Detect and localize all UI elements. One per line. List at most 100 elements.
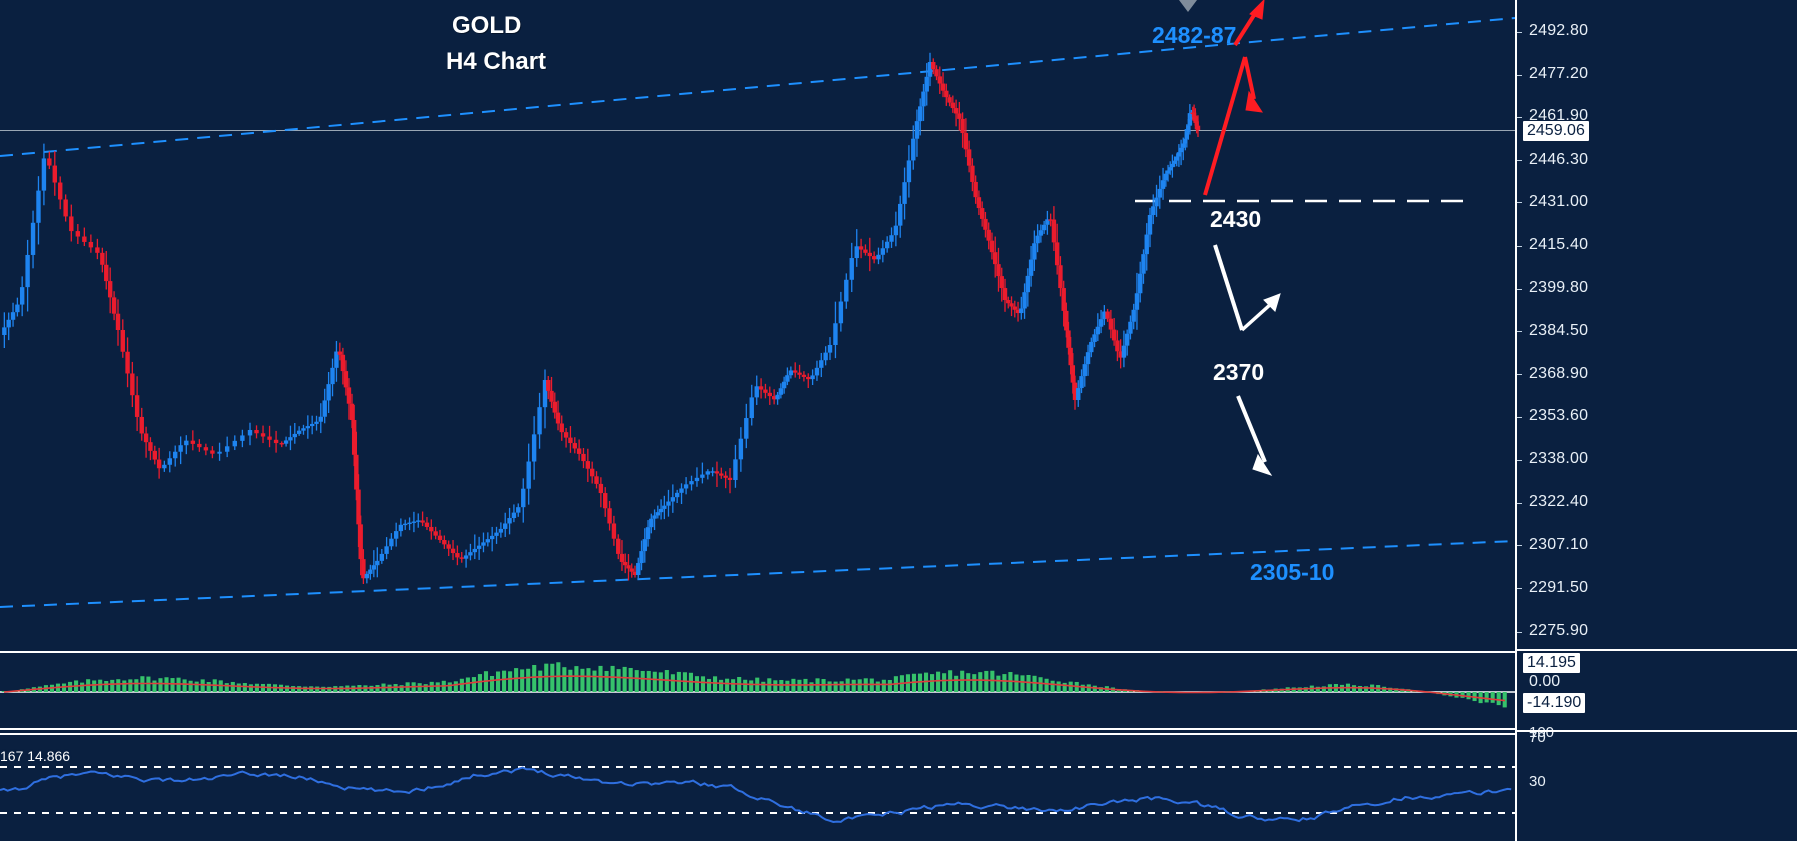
macd-bar [508,671,513,692]
price-axis-tick: 2384.50 [1517,322,1797,339]
price-axis-tick: 2399.80 [1517,279,1797,296]
price-pane[interactable]: GOLD H4 Chart 2482-87 2430 2370 2305-10 [0,0,1516,648]
macd-bar [502,670,507,692]
macd-bar [1321,686,1326,692]
macd-bar [960,670,965,692]
macd-bar [550,663,555,692]
macd-bar [254,683,259,692]
macd-bar [230,681,235,692]
bullish-projection-arrows [1203,0,1265,196]
macd-bar [236,683,241,692]
axis-divider-macd [1517,649,1797,651]
rsi-svg [0,766,1515,824]
price-axis[interactable]: 2492.80 2477.20 2461.90 2446.30 2431.00 2415.… [1515,0,1797,841]
tick-mark [1517,588,1522,590]
macd-bar [700,676,706,692]
macd-bar [574,666,579,692]
macd-bar [1020,675,1025,692]
macd-bar [435,682,440,692]
macd-bar [1358,685,1363,692]
macd-bar [713,676,718,692]
macd-bar [658,672,663,692]
tick-mark [1517,631,1522,633]
macd-bar [743,679,748,692]
macd-bar [568,669,573,692]
tick-mark [1517,331,1522,333]
macd-bar [200,679,205,692]
macd-bar [725,678,730,692]
macd-bar [719,679,724,692]
macd-bar [676,671,681,692]
macd-bar [489,675,495,692]
macd-bar [98,679,103,692]
macd-bar [1026,674,1031,692]
tick-mark [1517,116,1522,118]
rsi-pane[interactable] [0,733,1515,841]
macd-bar [158,678,163,692]
macd-bar [851,679,856,692]
macd-bar [1315,686,1320,692]
macd-bar [869,678,874,692]
macd-signal-line [3,675,1506,702]
macd-bar [978,672,983,692]
macd-bar [604,670,609,692]
macd-bar [580,668,585,692]
macd-bar [694,676,700,692]
macd-bar [731,679,736,692]
macd-pane[interactable] [0,651,1515,730]
macd-bar [1502,692,1507,708]
macd-bar [477,674,483,692]
macd-bar [303,686,308,692]
macd-bar [526,668,531,692]
macd-bar [640,670,645,692]
macd-bar [369,685,374,692]
macd-bar [417,683,422,692]
macd-bar [176,677,181,692]
macd-bar [423,684,428,692]
macd-bar [664,670,669,692]
axis-divider-rsi [1517,730,1797,732]
macd-bar [1068,681,1073,692]
macd-bar [1297,687,1302,692]
tick-label: 2477.20 [1529,65,1589,83]
upper-trendline [0,17,1516,157]
macd-bar [875,681,880,692]
macd-bar [1490,692,1495,703]
macd-bar [1008,672,1013,692]
tick-label: 2353.60 [1529,407,1589,425]
macd-bar [1062,682,1067,692]
macd-bar [779,679,784,692]
macd-bar [827,681,832,692]
price-axis-tick: 2446.30 [1517,151,1797,168]
rsi-oversold-label: 30 [1529,773,1546,790]
macd-bar [1014,674,1019,692]
tick-label: 2368.90 [1529,364,1589,382]
tick-label: 2322.40 [1529,493,1589,511]
macd-bar [1032,675,1037,692]
macd-bar [1080,684,1085,692]
macd-bar [1351,685,1357,692]
tick-mark [1517,288,1522,290]
macd-bar [1388,687,1393,692]
macd-bar [1303,687,1308,692]
macd-bar [556,662,561,692]
macd-bar [495,671,501,692]
macd-bar [966,673,971,692]
tick-mark [1517,160,1522,162]
tick-mark [1517,374,1522,376]
price-axis-tick: 2368.90 [1517,365,1797,382]
tick-label: 2291.50 [1529,578,1589,596]
macd-bar [628,667,633,692]
macd-bar [110,679,115,692]
macd-bar [242,683,247,692]
macd-bar [610,665,615,692]
lower-trendline [0,540,1516,608]
macd-lower-tag: -14.190 [1523,693,1586,713]
macd-bar [634,670,639,692]
macd-bar [948,670,953,692]
macd-bar [1466,692,1471,700]
macd-svg [0,662,1515,708]
current-price-tag: 2459.06 [1523,121,1589,141]
tick-label: 2399.80 [1529,279,1589,297]
macd-bar [387,684,392,692]
